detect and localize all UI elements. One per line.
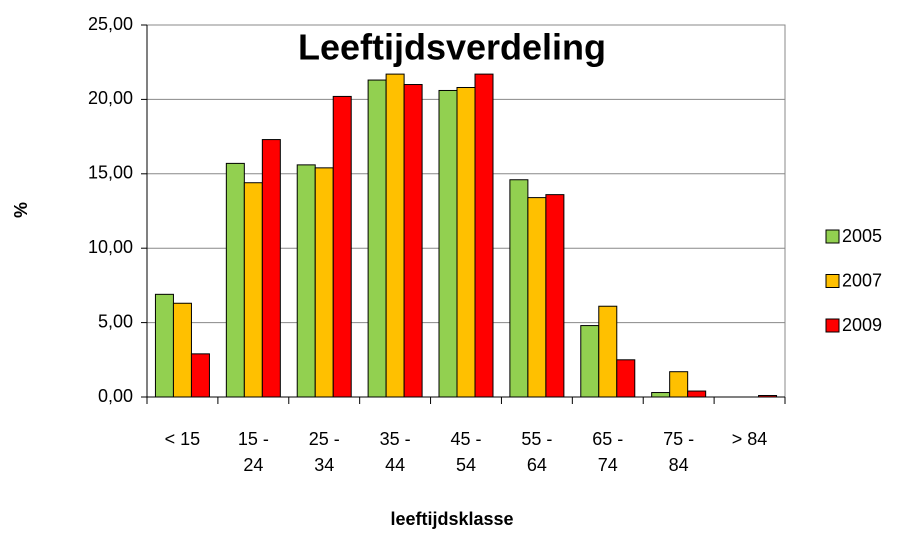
x-tick-label: 65 - 74: [592, 429, 624, 475]
legend-label: 2005: [842, 226, 882, 246]
bar: [385, 73, 405, 398]
bar: [758, 395, 778, 398]
bar: [154, 293, 174, 398]
bar: [172, 302, 192, 398]
y-tick-label: 25,00: [88, 14, 133, 34]
bar: [403, 84, 423, 398]
legend-swatch: [825, 318, 840, 333]
bar: [651, 392, 671, 398]
y-tick-label: 15,00: [88, 163, 133, 183]
x-tick-label: 55 - 64: [521, 429, 553, 475]
y-tick-label: 5,00: [98, 311, 133, 331]
bar: [598, 305, 618, 398]
x-tick-label: 75 - 84: [663, 429, 695, 475]
legend-label: 2009: [842, 315, 882, 335]
x-tick-label: < 15: [164, 429, 201, 449]
x-tick-label: 45 - 54: [450, 429, 482, 475]
legend-swatch: [825, 229, 840, 244]
bar: [474, 73, 494, 398]
y-tick-label: 10,00: [88, 237, 133, 257]
bar: [509, 179, 529, 398]
bar: [243, 182, 263, 398]
chart-title: Leeftijdsverdeling: [298, 27, 606, 68]
y-tick-label: 0,00: [98, 386, 133, 406]
bar: [225, 162, 245, 398]
bar: [580, 325, 600, 398]
bar: [527, 197, 547, 398]
legend-label: 2007: [842, 270, 882, 290]
y-axis-label: %: [11, 202, 31, 218]
bar: [367, 79, 387, 398]
bar: [190, 353, 210, 398]
x-tick-label: > 84: [731, 429, 768, 449]
x-tick-label: 15 - 24: [237, 429, 269, 475]
bar: [616, 359, 636, 398]
bar: [314, 167, 334, 398]
y-tick-label: 20,00: [88, 88, 133, 108]
bar: [456, 86, 476, 398]
bar: [669, 371, 689, 398]
bar: [545, 194, 565, 398]
bar: [332, 95, 352, 398]
bar: [261, 139, 281, 398]
bar: [296, 164, 316, 398]
x-tick-label: 25 - 34: [308, 429, 340, 475]
bar: [438, 89, 458, 398]
x-tick-label: 35 - 44: [379, 429, 411, 475]
x-axis-label: leeftijdsklasse: [390, 509, 513, 529]
bar: [687, 390, 707, 398]
legend-swatch: [825, 274, 840, 288]
